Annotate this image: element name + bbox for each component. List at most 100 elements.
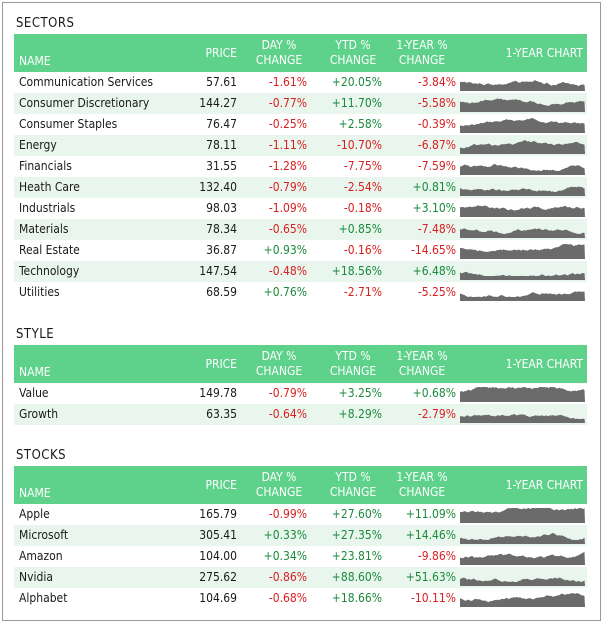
- row-price: 165.79: [199, 507, 237, 521]
- header-day-change-line2: CHANGE: [255, 485, 303, 499]
- row-price: 275.62: [199, 570, 237, 584]
- table-row[interactable]: Nvidia 275.62 -0.86% +88.60% +51.63%: [14, 567, 587, 588]
- row-day-change: -0.79%: [268, 386, 307, 400]
- row-yr-change: +3.10%: [412, 201, 456, 215]
- row-day-change: -0.65%: [268, 222, 307, 236]
- sparkline-area: [460, 98, 585, 112]
- row-name: Apple: [19, 507, 50, 521]
- row-name: Heath Care: [19, 180, 80, 194]
- row-yr-change: +0.68%: [412, 386, 456, 400]
- table-row[interactable]: Consumer Staples 76.47 -0.25% +2.58% -0.39%: [14, 114, 587, 135]
- header-1yr-change-line1: 1-YEAR %: [396, 470, 448, 484]
- row-day-change: -0.64%: [268, 407, 307, 421]
- header-day-change-line2: CHANGE: [255, 364, 303, 378]
- row-day-change: -1.11%: [268, 138, 307, 152]
- header-name: NAME: [19, 365, 51, 380]
- sparkline-chart: [460, 577, 585, 586]
- table-row[interactable]: Industrials 98.03 -1.09% -0.18% +3.10%: [14, 198, 587, 219]
- row-day-change: -0.77%: [268, 96, 307, 110]
- sparkline-area: [460, 413, 585, 423]
- row-price: 104.69: [199, 591, 237, 605]
- header-1yr-chart: 1-YEAR CHART: [506, 478, 583, 493]
- row-yr-change: -2.79%: [417, 407, 456, 421]
- sparkline-area: [460, 118, 585, 133]
- row-yr-change: -7.59%: [417, 159, 456, 173]
- table-row[interactable]: Microsoft 305.41 +0.33% +27.35% +14.46%: [14, 525, 587, 546]
- row-yr-change: +6.48%: [412, 264, 456, 278]
- header-1yr-change-line1: 1-YEAR %: [396, 349, 448, 363]
- header-price-line1: PRICE: [205, 46, 237, 60]
- row-day-change: -0.86%: [268, 570, 307, 584]
- row-yr-change: +11.09%: [405, 507, 456, 521]
- header-day-change: DAY % CHANGE: [249, 38, 309, 68]
- table-row[interactable]: Amazon 104.00 +0.34% +23.81% -9.86%: [14, 546, 587, 567]
- row-name: Consumer Staples: [19, 117, 118, 131]
- row-yr-change: -0.39%: [417, 117, 456, 131]
- sparkline-area: [460, 80, 585, 91]
- sparkline-area: [460, 228, 585, 238]
- header-ytd-change-line1: YTD %: [335, 470, 371, 484]
- row-ytd-change: +23.81%: [331, 549, 382, 563]
- sparkline-area: [460, 186, 585, 196]
- table-row[interactable]: Technology 147.54 -0.48% +18.56% +6.48%: [14, 261, 587, 282]
- table-row[interactable]: Value 149.78 -0.79% +3.25% +0.68%: [14, 383, 587, 404]
- table-row[interactable]: Alphabet 104.69 -0.68% +18.66% -10.11%: [14, 588, 587, 609]
- table-row[interactable]: Communication Services 57.61 -1.61% +20.05%…: [14, 72, 587, 93]
- sparkline-chart: [460, 118, 585, 133]
- header-1yr-change: 1-YEAR % CHANGE: [387, 470, 457, 500]
- header-day-change-line1: DAY %: [261, 470, 297, 484]
- header-price: PRICE: [205, 357, 237, 372]
- row-yr-change: +0.81%: [412, 180, 456, 194]
- header-1yr-change-line1: 1-YEAR %: [396, 38, 448, 52]
- table-row[interactable]: Materials 78.34 -0.65% +0.85% -7.48%: [14, 219, 587, 240]
- table-row[interactable]: Utilities 68.59 +0.76% -2.71% -5.25%: [14, 282, 587, 303]
- header-day-change-line1: DAY %: [261, 349, 297, 363]
- row-day-change: -1.28%: [268, 159, 307, 173]
- section-title: STYLE: [16, 327, 55, 342]
- row-name: Consumer Discretionary: [19, 96, 150, 110]
- row-ytd-change: +2.58%: [338, 117, 382, 131]
- header-ytd-change-line2: CHANGE: [329, 53, 377, 67]
- row-ytd-change: +18.66%: [331, 591, 382, 605]
- header-ytd-change-line1: YTD %: [335, 38, 371, 52]
- table-row[interactable]: Growth 63.35 -0.64% +8.29% -2.79%: [14, 404, 587, 425]
- header-1yr-change-line2: CHANGE: [398, 364, 446, 378]
- row-ytd-change: +27.35%: [331, 528, 382, 542]
- header-1yr-change-line2: CHANGE: [398, 485, 446, 499]
- row-yr-change: +51.63%: [405, 570, 456, 584]
- table-row[interactable]: Heath Care 132.40 -0.79% -2.54% +0.81%: [14, 177, 587, 198]
- section-sectors: SECTORS NAME PRICE DAY % CHANGE YTD % CHANGE 1-…: [14, 14, 587, 303]
- table-row[interactable]: Energy 78.11 -1.11% -10.70% -6.87%: [14, 135, 587, 156]
- row-yr-change: -3.84%: [417, 75, 456, 89]
- row-price: 149.78: [199, 386, 237, 400]
- row-yr-change: -9.86%: [417, 549, 456, 563]
- table-row[interactable]: Financials 31.55 -1.28% -7.75% -7.59%: [14, 156, 587, 177]
- sparkline-chart: [460, 413, 585, 423]
- header-name-line1: NAME: [19, 486, 51, 500]
- row-price: 68.59: [206, 285, 237, 299]
- sparkline-chart: [460, 80, 585, 91]
- section-title: STOCKS: [16, 448, 67, 463]
- row-ytd-change: +18.56%: [331, 264, 382, 278]
- row-name: Alphabet: [19, 591, 68, 605]
- row-ytd-change: -2.54%: [343, 180, 382, 194]
- row-ytd-change: -2.71%: [343, 285, 382, 299]
- table-row[interactable]: Apple 165.79 -0.99% +27.60% +11.09%: [14, 504, 587, 525]
- row-ytd-change: +20.05%: [331, 75, 382, 89]
- row-day-change: +0.93%: [263, 243, 307, 257]
- row-name: Growth: [19, 407, 59, 421]
- header-1yr-chart: 1-YEAR CHART: [506, 357, 583, 372]
- sparkline-area: [460, 508, 585, 523]
- row-name: Financials: [19, 159, 72, 173]
- row-day-change: +0.76%: [263, 285, 307, 299]
- sparkline-chart: [460, 551, 585, 565]
- row-price: 63.35: [206, 407, 237, 421]
- row-ytd-change: +27.60%: [331, 507, 382, 521]
- header-name-line1: NAME: [19, 365, 51, 379]
- row-price: 31.55: [206, 159, 237, 173]
- table-row[interactable]: Real Estate 36.87 +0.93% -0.16% -14.65%: [14, 240, 587, 261]
- section-stocks: STOCKS NAME PRICE DAY % CHANGE YTD % CHANGE 1-Y…: [14, 446, 587, 609]
- header-1yr-chart-line1: 1-YEAR CHART: [505, 357, 583, 371]
- table-row[interactable]: Consumer Discretionary 144.27 -0.77% +11.70…: [14, 93, 587, 114]
- header-1yr-change: 1-YEAR % CHANGE: [387, 349, 457, 379]
